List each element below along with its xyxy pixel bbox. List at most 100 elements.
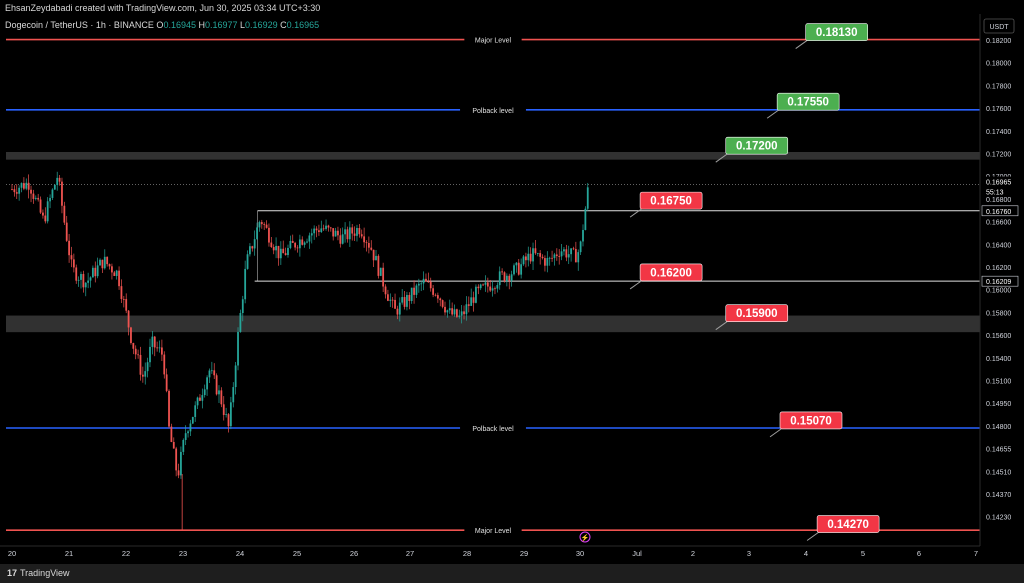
candle-body[interactable] [296, 247, 299, 249]
candle-body[interactable] [301, 239, 304, 245]
candle-body[interactable] [586, 187, 589, 209]
candle-body[interactable] [467, 304, 470, 306]
candle-body[interactable] [163, 354, 166, 375]
candle-body[interactable] [279, 248, 282, 259]
candle-body[interactable] [175, 448, 178, 471]
candle-body[interactable] [306, 241, 308, 243]
callout-box-3[interactable] [639, 191, 703, 210]
candle-body[interactable] [61, 181, 63, 206]
candle-body[interactable] [491, 288, 494, 291]
candle-body[interactable] [522, 256, 525, 265]
candle-body[interactable] [360, 234, 363, 237]
callout-box-0[interactable] [805, 23, 868, 41]
candle-body[interactable] [372, 249, 375, 261]
candle-body[interactable] [337, 230, 339, 236]
candle-body[interactable] [265, 224, 268, 228]
candle-body[interactable] [118, 270, 120, 287]
candle-body[interactable] [182, 439, 185, 452]
candle-body[interactable] [132, 342, 135, 349]
candle-body[interactable] [358, 227, 361, 235]
candle-body[interactable] [260, 222, 263, 225]
candle-body[interactable] [137, 354, 139, 356]
candle-body[interactable] [122, 298, 125, 300]
candle-body[interactable] [406, 294, 408, 307]
candle-body[interactable] [387, 294, 389, 301]
callout-box-1[interactable] [776, 92, 840, 111]
candle-body[interactable] [315, 228, 318, 231]
candle-body[interactable] [65, 222, 68, 241]
candle-body[interactable] [18, 187, 21, 194]
candle-body[interactable] [551, 257, 553, 259]
candle-body[interactable] [146, 362, 149, 372]
candle-body[interactable] [149, 346, 151, 363]
candle-body[interactable] [27, 182, 30, 190]
candle-body[interactable] [377, 255, 380, 276]
candle-body[interactable] [151, 336, 154, 347]
candle-body[interactable] [525, 256, 527, 261]
candle-body[interactable] [341, 234, 344, 244]
candle-body[interactable] [484, 282, 487, 285]
candle-body[interactable] [529, 253, 532, 262]
candle-body[interactable] [44, 215, 47, 222]
candle-body[interactable] [510, 274, 513, 281]
candle-body[interactable] [49, 197, 51, 202]
candle-body[interactable] [127, 310, 130, 328]
candle-body[interactable] [51, 189, 54, 198]
candle-body[interactable] [463, 311, 465, 315]
candle-body[interactable] [106, 256, 109, 265]
candle-body[interactable] [453, 309, 456, 315]
candle-body[interactable] [120, 286, 123, 299]
unit-badge[interactable] [983, 18, 1015, 34]
candle-body[interactable] [382, 267, 385, 287]
candle-body[interactable] [25, 182, 28, 189]
candle-body[interactable] [574, 248, 577, 263]
candle-body[interactable] [365, 242, 368, 244]
candle-body[interactable] [89, 277, 92, 281]
candle-body[interactable] [203, 389, 206, 396]
candle-body[interactable] [275, 245, 277, 251]
candle-body[interactable] [436, 295, 439, 299]
candle-body[interactable] [241, 299, 244, 314]
candle-body[interactable] [46, 201, 49, 222]
candle-body[interactable] [80, 274, 82, 280]
candle-body[interactable] [101, 259, 104, 269]
support-zone-1[interactable] [6, 315, 980, 333]
candle-body[interactable] [417, 283, 420, 286]
candle-body[interactable] [456, 309, 458, 317]
callout-box-2[interactable] [725, 136, 789, 155]
candle-body[interactable] [420, 283, 423, 285]
candle-body[interactable] [353, 233, 356, 236]
candle-body[interactable] [398, 302, 401, 315]
candle-body[interactable] [348, 227, 351, 240]
candle-body[interactable] [70, 255, 73, 260]
candle-body[interactable] [213, 370, 216, 376]
candle-body[interactable] [94, 267, 97, 277]
candle-body[interactable] [318, 230, 320, 233]
candle-body[interactable] [115, 270, 118, 276]
candle-body[interactable] [96, 265, 99, 277]
candle-body[interactable] [327, 225, 330, 228]
candle-body[interactable] [520, 264, 523, 275]
candle-body[interactable] [567, 254, 570, 258]
candle-body[interactable] [346, 229, 349, 240]
candle-body[interactable] [477, 286, 480, 289]
candle-body[interactable] [375, 255, 377, 261]
candle-body[interactable] [37, 197, 40, 200]
candle-body[interactable] [444, 306, 446, 313]
candle-body[interactable] [194, 405, 197, 417]
candle-body[interactable] [272, 247, 275, 251]
callout-box-4[interactable] [639, 263, 703, 282]
candle-body[interactable] [508, 275, 511, 281]
candle-body[interactable] [113, 272, 116, 276]
candle-body[interactable] [334, 230, 337, 237]
candle-body[interactable] [494, 288, 496, 290]
candle-body[interactable] [344, 229, 346, 235]
candle-body[interactable] [401, 297, 404, 303]
candle-body[interactable] [391, 299, 394, 301]
candle-body[interactable] [410, 287, 413, 301]
candle-body[interactable] [308, 235, 311, 242]
candle-body[interactable] [472, 297, 475, 303]
candle-body[interactable] [313, 228, 316, 234]
candle-body[interactable] [206, 377, 208, 390]
candle-body[interactable] [77, 279, 80, 281]
